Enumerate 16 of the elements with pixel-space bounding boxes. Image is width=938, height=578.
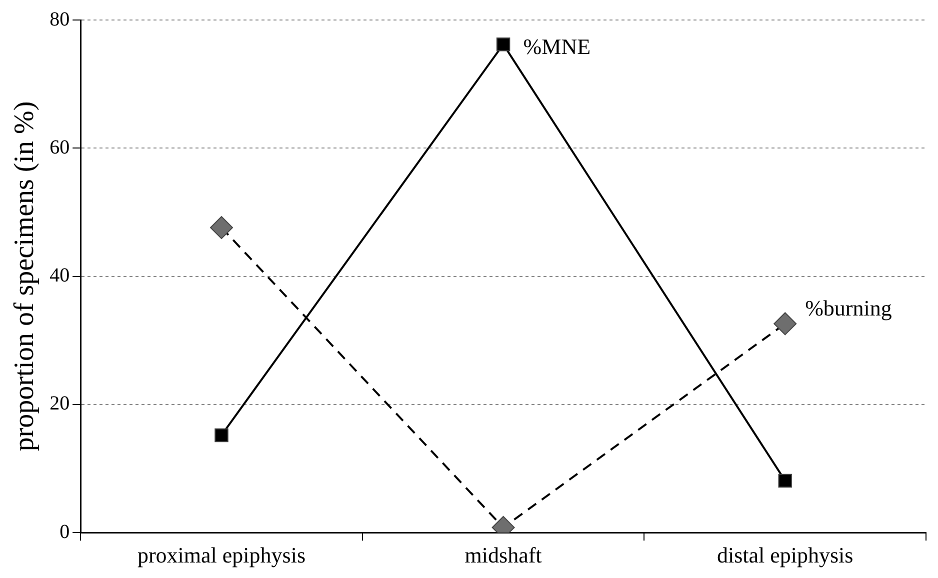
- series-label: %burning: [805, 295, 892, 320]
- point: [496, 37, 510, 52]
- x-tick-label: midshaft: [464, 542, 542, 568]
- series-label: %MNE: [523, 34, 591, 60]
- x-tick-label: proximal epiphysis: [137, 542, 306, 568]
- x-tick-label: distal epiphysis: [716, 542, 854, 568]
- y-tick-label: 20: [50, 392, 70, 415]
- y-tick-label: 40: [50, 264, 70, 287]
- point: [210, 216, 233, 240]
- point: [214, 428, 228, 442]
- y-tick-label: 60: [50, 136, 70, 158]
- y-axis-title: proportion of specimens (in %): [9, 101, 40, 452]
- y-tick-label: 80: [50, 8, 70, 30]
- point: [778, 474, 792, 488]
- y-tick-label: 0: [60, 520, 70, 543]
- point: [774, 312, 797, 336]
